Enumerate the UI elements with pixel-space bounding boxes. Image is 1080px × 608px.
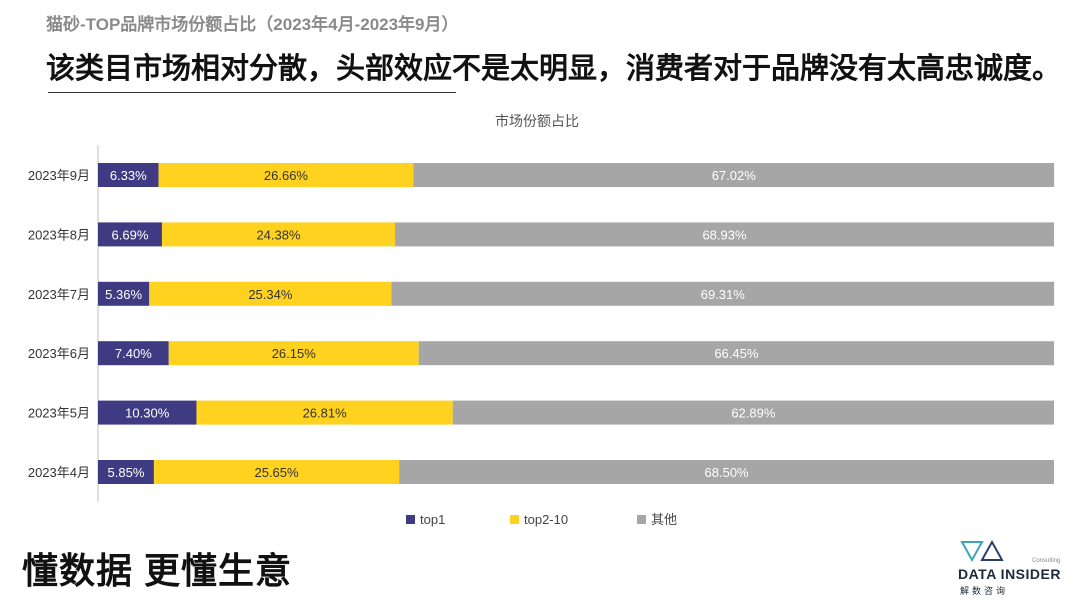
headline-underline [48,92,456,93]
bar-top1 [98,222,162,247]
category-label: 2023年9月 [28,168,90,183]
data-label: 5.36% [105,287,142,302]
bar-其他 [413,163,1055,187]
logo-subtext: 解数咨询 [960,586,1009,596]
data-label: 5.85% [108,465,145,480]
logo-mark-icon [960,540,1004,563]
bar-top1 [98,460,154,484]
chart-legend: top1 top2-10 其他 [406,512,677,527]
data-label: 67.02% [712,168,757,183]
category-label: 2023年8月 [28,227,90,242]
chart-title: 市场份额占比 [495,113,579,129]
legend-label: top1 [420,512,445,527]
data-label: 7.40% [115,346,152,361]
bar-top2-10 [149,281,392,306]
data-insider-logo: Consulting DATA INSIDER 解数咨询 [958,540,1068,600]
category-label: 2023年5月 [28,406,90,421]
bar-其他 [418,341,1054,366]
data-label: 25.65% [254,465,299,480]
bar-top1 [98,281,150,306]
data-label: 24.38% [256,227,301,242]
data-label: 62.89% [731,406,776,421]
page-headline: 该类目市场相对分散，头部效应不是太明显，消费者对于品牌没有太高忠诚度。 [46,53,1062,85]
bar-top2-10 [158,163,414,187]
bar-其他 [395,222,1055,247]
bar-top1 [98,400,197,425]
data-label: 6.33% [110,168,147,183]
chart-bars: 2023年9月 6.33% 26.66% 67.02% 2023年8月 6.69% 24.3… [28,145,1055,502]
legend-label: top2-10 [524,512,568,527]
bar-top2-10 [196,400,453,425]
data-label: 26.15% [272,346,317,361]
legend-swatch [510,515,519,524]
bar-其他 [399,460,1054,484]
data-label: 10.30% [125,406,170,421]
data-label: 69.31% [701,287,746,302]
slogan: 懂数据 更懂生意 [22,550,293,591]
bar-top1 [98,163,159,187]
bar-其他 [391,281,1055,306]
data-label: 26.81% [303,406,348,421]
category-label: 2023年6月 [28,346,90,361]
data-label: 6.69% [112,227,149,242]
data-label: 66.45% [714,346,759,361]
bar-top2-10 [168,341,419,366]
data-label: 25.34% [248,287,293,302]
bar-top2-10 [153,460,400,484]
bar-top2-10 [161,222,396,247]
market-share-chart: 市场份额占比 2023年9月 6.33% 26.66% 67.02% 2023年8月 6.… [28,113,1055,527]
bar-top1 [98,341,169,366]
data-label: 68.93% [702,227,747,242]
legend-swatch [406,515,415,524]
category-label: 2023年4月 [28,465,90,480]
data-label: 68.50% [705,465,750,480]
page-subtitle: 猫砂-TOP品牌市场份额占比（2023年4月-2023年9月） [46,15,459,34]
logo-consulting-text: Consulting [1032,558,1061,564]
logo-text: DATA INSIDER [958,566,1061,582]
bar-其他 [452,400,1054,425]
legend-label: 其他 [651,512,677,527]
data-label: 26.66% [264,168,309,183]
legend-swatch [637,515,646,524]
category-label: 2023年7月 [28,287,90,302]
